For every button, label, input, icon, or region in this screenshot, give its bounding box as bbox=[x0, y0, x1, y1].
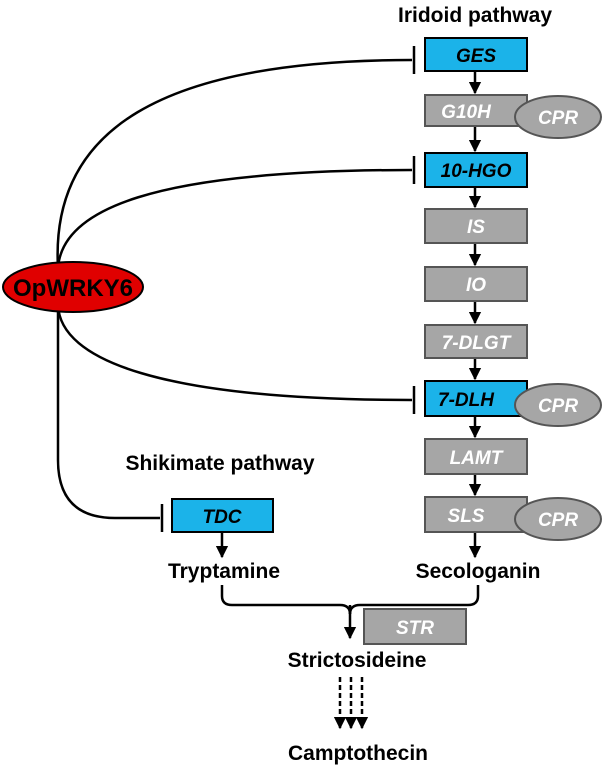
svg-text:LAMT: LAMT bbox=[450, 448, 504, 469]
enzyme-lamt: LAMT bbox=[424, 438, 528, 475]
svg-text:7-DLH: 7-DLH bbox=[438, 390, 495, 411]
svg-text:TDC: TDC bbox=[202, 507, 241, 528]
enzyme-7-dlgt: 7-DLGT bbox=[424, 324, 528, 359]
enzyme-tdc: TDC bbox=[171, 498, 274, 533]
metabolite-tryptamine: Tryptamine bbox=[168, 560, 280, 583]
enzyme-g10h: G10H bbox=[424, 94, 528, 127]
cofactor-cpr-3: CPR bbox=[514, 497, 602, 541]
svg-text:CPR: CPR bbox=[538, 510, 578, 531]
cofactor-cpr-1: CPR bbox=[514, 95, 602, 139]
svg-text:G10H: G10H bbox=[441, 102, 492, 123]
shikimate-pathway-title: Shikimate pathway bbox=[125, 452, 314, 475]
metabolite-strictosideine: Strictosideine bbox=[288, 649, 427, 672]
svg-text:7-DLGT: 7-DLGT bbox=[442, 333, 512, 354]
enzyme-7-dlh: 7-DLH bbox=[424, 380, 528, 417]
svg-text:STR: STR bbox=[396, 618, 434, 639]
inhibition-lines bbox=[56, 46, 416, 532]
svg-text:SLS: SLS bbox=[448, 506, 485, 527]
enzyme-io: IO bbox=[424, 266, 528, 302]
cofactor-cpr-2: CPR bbox=[514, 383, 602, 427]
multistep-arrows bbox=[333, 677, 369, 730]
enzyme-str: STR bbox=[363, 608, 467, 645]
svg-text:CPR: CPR bbox=[538, 108, 578, 129]
svg-text:IO: IO bbox=[466, 275, 486, 296]
metabolite-camptothecin: Camptothecin bbox=[288, 742, 428, 765]
condensation-bracket bbox=[220, 585, 480, 640]
regulator-node: OpWRKY6 bbox=[2, 261, 144, 313]
enzyme-10-hgo: 10-HGO bbox=[424, 152, 528, 188]
metabolite-secologanin: Secologanin bbox=[416, 560, 541, 583]
svg-text:GES: GES bbox=[456, 46, 496, 67]
svg-text:10-HGO: 10-HGO bbox=[441, 161, 512, 182]
svg-text:CPR: CPR bbox=[538, 396, 578, 417]
enzyme-sls: SLS bbox=[424, 496, 528, 533]
regulator-label: OpWRKY6 bbox=[13, 275, 133, 302]
iridoid-arrows bbox=[215, 71, 482, 559]
enzyme-is: IS bbox=[424, 208, 528, 244]
svg-text:IS: IS bbox=[467, 217, 485, 238]
enzyme-ges: GES bbox=[424, 37, 528, 72]
iridoid-pathway-title: Iridoid pathway bbox=[398, 4, 552, 27]
